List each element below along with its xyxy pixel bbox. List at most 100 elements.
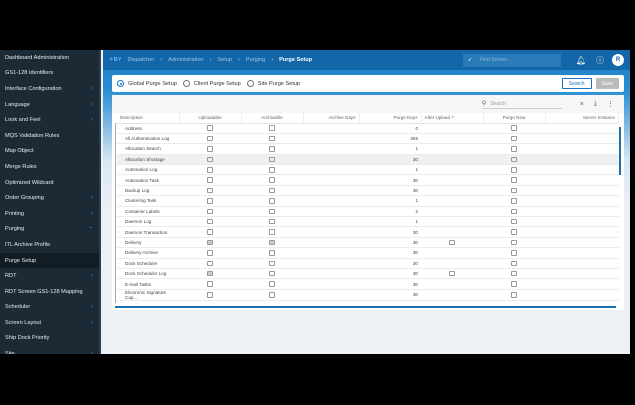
table-row[interactable]: Delivery 30 xyxy=(117,237,619,249)
column-header[interactable]: Archive Days xyxy=(303,113,360,124)
column-header[interactable]: Archivable xyxy=(241,113,304,124)
table-row[interactable]: Electronic Signature Cap... 30 xyxy=(117,289,619,301)
checkbox[interactable] xyxy=(207,198,213,204)
sidebar-item[interactable]: Purging ⌃ xyxy=(0,222,99,238)
sidebar-item[interactable]: Scheduler › xyxy=(0,300,99,316)
checkbox[interactable] xyxy=(511,250,517,256)
table-row[interactable]: Address 0 xyxy=(117,123,619,134)
table-row[interactable]: Allocation Search 1 xyxy=(117,143,619,155)
table-row[interactable]: Daemon Log 1 xyxy=(117,216,619,228)
table-row[interactable]: All Authentication Log 365 xyxy=(117,133,619,145)
checkbox[interactable] xyxy=(511,218,517,225)
checkbox[interactable] xyxy=(269,187,275,194)
checkbox[interactable] xyxy=(207,218,213,225)
checkbox[interactable] xyxy=(207,177,213,183)
checkbox[interactable] xyxy=(269,208,275,215)
checkbox[interactable] xyxy=(269,167,275,173)
vertical-scrollbar[interactable] xyxy=(619,127,621,175)
checkbox[interactable] xyxy=(269,239,275,246)
table-row[interactable]: E-mail Tasks 30 xyxy=(117,278,619,290)
breadcrumb-item[interactable]: Setup xyxy=(217,57,233,63)
checkbox[interactable] xyxy=(207,270,213,277)
checkbox[interactable] xyxy=(207,167,213,173)
checkbox[interactable] xyxy=(269,135,275,142)
radio-option[interactable]: Client Purge Setup xyxy=(182,80,241,87)
checkbox[interactable] xyxy=(269,250,275,256)
sidebar-item[interactable]: Dashboard Administration xyxy=(0,50,99,66)
sidebar-item[interactable]: GS1-128 Identifiers xyxy=(0,66,99,82)
checkbox[interactable] xyxy=(511,135,517,142)
sidebar-item[interactable]: Optimized Wildcard xyxy=(0,175,99,191)
sidebar-item[interactable]: Purge Setup xyxy=(0,252,99,269)
checkbox[interactable] xyxy=(511,239,517,246)
checkbox[interactable] xyxy=(207,187,213,194)
clear-icon[interactable]: × xyxy=(579,100,584,108)
checkbox[interactable] xyxy=(207,229,213,235)
sidebar-item[interactable]: Merge Rules xyxy=(0,159,99,175)
find-screen-input[interactable]: ➶ Find Screen... xyxy=(462,53,561,67)
checkbox[interactable] xyxy=(511,260,517,267)
checkbox[interactable] xyxy=(269,229,275,235)
sidebar-item[interactable]: Interface Configuration › xyxy=(0,81,99,97)
radio-button[interactable] xyxy=(117,80,124,87)
bell-icon[interactable]: 🔔︎ xyxy=(575,55,586,65)
checkbox[interactable] xyxy=(207,260,213,267)
checkbox[interactable] xyxy=(511,292,517,298)
sidebar-item[interactable]: Order Grouping › xyxy=(0,190,99,206)
checkbox[interactable] xyxy=(269,270,275,277)
checkbox[interactable] xyxy=(269,281,275,287)
checkbox[interactable] xyxy=(269,218,275,225)
checkbox[interactable] xyxy=(207,125,213,131)
sidebar-item[interactable]: Site › xyxy=(0,346,99,354)
table-row[interactable]: Delivery Archive 30 xyxy=(117,247,619,259)
checkbox[interactable] xyxy=(449,270,455,277)
radio-option[interactable]: Global Purge Setup xyxy=(117,80,177,87)
sidebar-item[interactable]: Look and Feel › xyxy=(0,112,99,128)
column-header[interactable]: After Upload ? xyxy=(421,113,484,124)
breadcrumb-item[interactable]: Administration xyxy=(168,57,204,63)
checkbox[interactable] xyxy=(269,156,275,163)
radio-option[interactable]: Site Purge Setup xyxy=(246,80,300,87)
checkbox[interactable] xyxy=(511,146,517,152)
sidebar-item[interactable]: Printing › xyxy=(0,206,99,222)
radio-button[interactable] xyxy=(246,80,254,87)
breadcrumb-item[interactable]: Purging xyxy=(245,57,266,63)
checkbox[interactable] xyxy=(269,146,275,152)
column-header[interactable]: Uploadable xyxy=(179,113,242,124)
checkbox[interactable] xyxy=(269,198,275,204)
checkbox[interactable] xyxy=(511,198,517,204)
sidebar-item[interactable]: Language › xyxy=(0,97,99,113)
checkbox[interactable] xyxy=(449,239,455,246)
help-icon[interactable]: ⓘ xyxy=(596,55,604,65)
checkbox[interactable] xyxy=(207,146,213,152)
table-row[interactable]: Backup Log 30 xyxy=(117,185,619,197)
column-header[interactable]: Description xyxy=(117,113,180,124)
checkbox[interactable] xyxy=(269,260,275,267)
table-row[interactable]: Dock Scheduler 30 xyxy=(117,258,619,269)
download-icon[interactable]: ⤓ xyxy=(593,100,597,107)
checkbox[interactable] xyxy=(207,281,213,287)
checkbox[interactable] xyxy=(207,135,213,142)
table-row[interactable]: Clustering Task 1 xyxy=(117,195,619,207)
sidebar-item[interactable]: Ship Dock Priority xyxy=(0,331,99,347)
sidebar-item[interactable]: RDT › xyxy=(0,268,99,284)
checkbox[interactable] xyxy=(207,156,213,163)
radio-button[interactable] xyxy=(182,80,190,87)
sidebar-item[interactable]: Screen Layout › xyxy=(0,315,99,331)
checkbox[interactable] xyxy=(511,281,517,287)
checkbox[interactable] xyxy=(207,292,213,298)
table-row[interactable]: Daemon Transaction 30 xyxy=(117,226,619,238)
sidebar-item[interactable]: MQS Validation Rules xyxy=(0,128,99,144)
checkbox[interactable] xyxy=(511,187,517,194)
checkbox[interactable] xyxy=(207,208,213,215)
checkbox[interactable] xyxy=(511,177,517,183)
checkbox[interactable] xyxy=(511,229,517,235)
more-options-icon[interactable]: ⋮ xyxy=(607,101,614,108)
checkbox[interactable] xyxy=(207,250,213,256)
checkbox[interactable] xyxy=(269,125,275,131)
table-row[interactable]: Container Labels 2 xyxy=(117,206,619,218)
table-row[interactable]: Allocation Shortage 30 xyxy=(117,154,619,166)
checkbox[interactable] xyxy=(511,125,517,131)
avatar[interactable]: R xyxy=(612,54,624,66)
checkbox[interactable] xyxy=(511,270,517,277)
